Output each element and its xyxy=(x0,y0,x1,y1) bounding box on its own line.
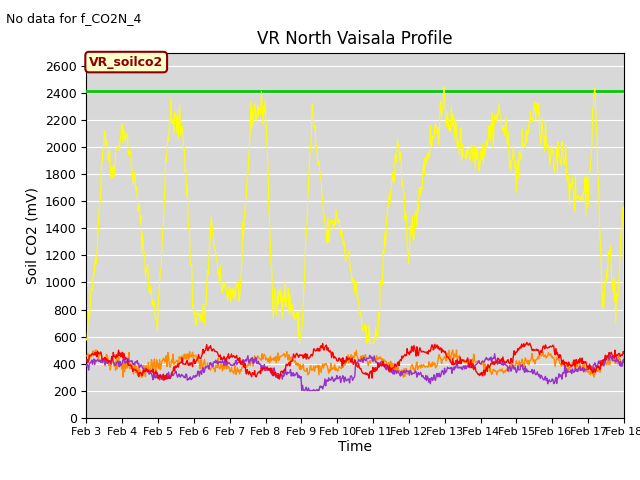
CO2N_2 xyxy=(119,374,127,380)
CO2N_1 xyxy=(148,368,156,373)
CO2N_2 xyxy=(92,347,99,353)
CO2N_3 xyxy=(440,84,447,89)
CO2N_3 xyxy=(202,302,210,308)
CO2N_3 xyxy=(148,291,156,297)
Text: VR_soilco2: VR_soilco2 xyxy=(89,56,163,69)
East -4cm xyxy=(148,371,156,376)
East -4cm xyxy=(620,359,628,365)
East -4cm xyxy=(437,373,445,379)
North -4cm xyxy=(83,88,90,94)
CO2N_2 xyxy=(232,372,240,377)
East -4cm xyxy=(491,351,499,357)
CO2N_1 xyxy=(231,355,239,361)
East -4cm xyxy=(300,388,308,394)
East -4cm xyxy=(230,362,238,368)
CO2N_2 xyxy=(620,354,628,360)
East -4cm xyxy=(202,365,210,371)
Text: No data for f_CO2N_4: No data for f_CO2N_4 xyxy=(6,12,142,25)
CO2N_1 xyxy=(437,345,445,351)
East -4cm xyxy=(92,359,100,364)
Line: CO2N_3: CO2N_3 xyxy=(86,86,624,343)
CO2N_3 xyxy=(437,98,445,104)
Line: CO2N_1: CO2N_1 xyxy=(86,342,624,380)
CO2N_3 xyxy=(421,155,429,160)
CO2N_3 xyxy=(83,337,90,343)
CO2N_3 xyxy=(230,288,238,293)
CO2N_1 xyxy=(523,339,531,345)
CO2N_2 xyxy=(93,347,100,353)
CO2N_1 xyxy=(421,349,429,355)
CO2N_1 xyxy=(83,358,90,364)
Line: CO2N_2: CO2N_2 xyxy=(86,350,624,377)
CO2N_2 xyxy=(422,363,429,369)
Y-axis label: Soil CO2 (mV): Soil CO2 (mV) xyxy=(25,187,39,284)
CO2N_2 xyxy=(83,353,90,359)
East -4cm xyxy=(83,363,90,369)
CO2N_1 xyxy=(203,342,211,348)
East -4cm xyxy=(421,376,429,382)
CO2N_2 xyxy=(438,360,445,366)
Line: East -4cm: East -4cm xyxy=(86,354,624,391)
CO2N_1 xyxy=(620,350,628,356)
North -4cm xyxy=(118,88,126,94)
CO2N_3 xyxy=(296,340,303,346)
CO2N_1 xyxy=(161,377,169,383)
Legend: CO2N_1, CO2N_2, CO2N_3, North -4cm, East -4cm: CO2N_1, CO2N_2, CO2N_3, North -4cm, East… xyxy=(125,478,586,480)
CO2N_1 xyxy=(92,349,100,355)
CO2N_3 xyxy=(620,340,628,346)
CO2N_2 xyxy=(204,360,211,366)
Title: VR North Vaisala Profile: VR North Vaisala Profile xyxy=(257,30,453,48)
X-axis label: Time: Time xyxy=(338,440,372,454)
CO2N_2 xyxy=(149,368,157,373)
CO2N_3 xyxy=(92,262,100,267)
